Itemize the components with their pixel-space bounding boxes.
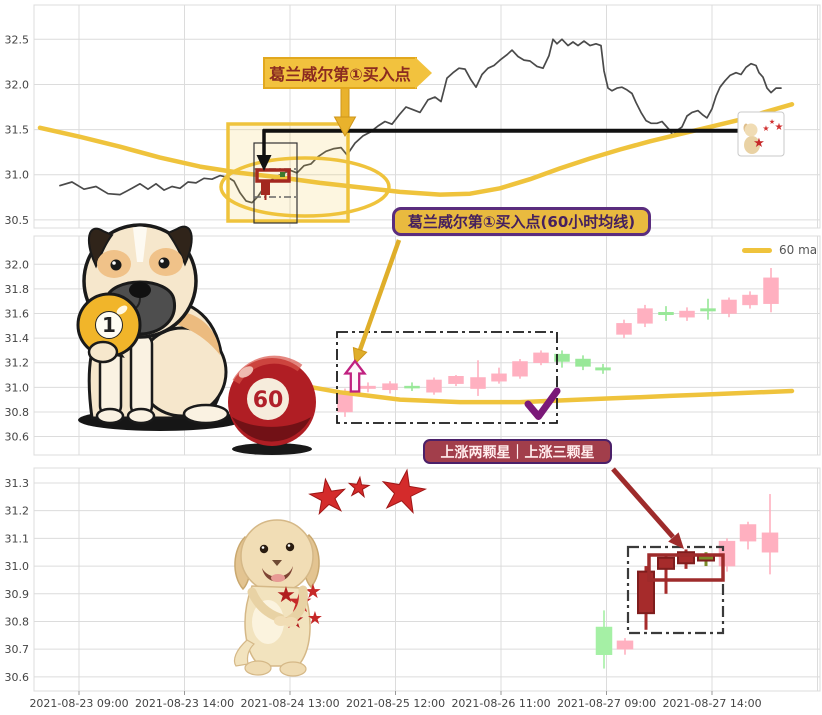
star-icon: ★	[373, 455, 434, 528]
svg-text:2021-08-27 14:00: 2021-08-27 14:00	[662, 697, 761, 710]
svg-text:30.6: 30.6	[5, 671, 30, 684]
floating-stars-sticker: ★ ★ ★	[303, 455, 434, 529]
ball-60-number: 60	[253, 388, 284, 413]
puppy-with-stars-sticker: ★ ★ ★ ★ ★	[233, 519, 323, 677]
svg-text:2021-08-24 13:00: 2021-08-24 13:00	[240, 697, 339, 710]
red-highlight-rect	[647, 553, 725, 582]
svg-text:31.0: 31.0	[5, 169, 30, 182]
granville-highlight-group	[219, 87, 745, 224]
highlight-ellipse	[219, 156, 391, 218]
dog-with-ball-sticker: 1	[76, 223, 242, 431]
svg-text:31.1: 31.1	[5, 532, 30, 545]
svg-text:31.8: 31.8	[5, 283, 30, 296]
svg-text:★: ★	[276, 583, 296, 608]
star-icon: ★	[769, 118, 775, 126]
annotation-granville-buy1-label: 葛兰威尔第①买入点	[269, 65, 411, 84]
red-diagonal-arrow	[611, 467, 675, 539]
hollow-up-arrow-icon	[343, 359, 367, 393]
svg-text:30.6: 30.6	[5, 431, 30, 444]
svg-text:2021-08-26 11:00: 2021-08-26 11:00	[451, 697, 550, 710]
buy-point-overlay-group	[336, 239, 561, 424]
billiard-ball-60-sticker: 60	[228, 355, 316, 455]
rising-stars-overlay-group	[611, 467, 725, 635]
svg-text:2021-08-27 09:00: 2021-08-27 09:00	[557, 697, 656, 710]
svg-text:30.5: 30.5	[5, 214, 30, 227]
svg-text:30.8: 30.8	[5, 406, 30, 419]
star-icon: ★	[304, 467, 352, 526]
legend-swatch-icon	[742, 247, 772, 253]
inner-box	[253, 142, 298, 224]
star-icon: ★	[346, 472, 372, 504]
yellow-arrowhead-icon	[352, 346, 368, 366]
dashdot-box	[336, 331, 558, 424]
svg-text:30.7: 30.7	[5, 643, 30, 656]
legend-label: 60 ma	[779, 243, 818, 257]
svg-text:31.2: 31.2	[5, 505, 30, 518]
svg-text:★: ★	[307, 608, 323, 629]
svg-text:31.3: 31.3	[5, 477, 30, 490]
svg-text:31.4: 31.4	[5, 332, 30, 345]
highlight-box	[226, 122, 350, 223]
svg-text:32.0: 32.0	[5, 258, 30, 271]
hand-drawn-candles-icon	[255, 168, 291, 200]
svg-text:31.0: 31.0	[5, 381, 30, 394]
star-icon: ★	[753, 136, 765, 151]
dog-stars-thumbnail: ★ ★ ★ ★	[737, 111, 785, 157]
svg-text:31.2: 31.2	[5, 357, 30, 370]
svg-text:31.6: 31.6	[5, 308, 30, 321]
svg-text:30.8: 30.8	[5, 615, 30, 628]
annotation-granville-buy1: 葛兰威尔第①买入点	[263, 57, 432, 89]
legend-60ma: 60 ma	[742, 243, 817, 257]
yellow-down-arrow-icon	[333, 116, 357, 138]
svg-text:32.5: 32.5	[5, 33, 30, 46]
svg-text:2021-08-25 12:00: 2021-08-25 12:00	[346, 697, 445, 710]
svg-text:32.0: 32.0	[5, 78, 30, 91]
dashdot-box	[626, 545, 725, 635]
annotation-granville-60ma: 葛兰威尔第①买入点(60小时均线)	[392, 207, 651, 236]
svg-text:31.0: 31.0	[5, 560, 30, 573]
svg-text:2021-08-23 09:00: 2021-08-23 09:00	[29, 697, 128, 710]
star-icon: ★	[762, 124, 769, 133]
svg-text:★: ★	[304, 579, 322, 603]
svg-text:2021-08-23 14:00: 2021-08-23 14:00	[135, 697, 234, 710]
ball-1-number: 1	[102, 313, 116, 337]
svg-text:30.9: 30.9	[5, 588, 30, 601]
check-mark-icon	[524, 387, 561, 420]
black-elbow-arrow	[262, 129, 745, 157]
yellow-arrow-shaft	[340, 87, 350, 119]
black-arrowhead-icon	[256, 155, 272, 171]
yellow-diagonal-arrow	[357, 239, 402, 351]
red-arrowhead-icon	[668, 532, 684, 549]
svg-text:31.5: 31.5	[5, 124, 30, 137]
star-icon: ★	[775, 122, 784, 133]
annotation-rising-stars: 上涨两颗星｜上涨三颗星	[423, 439, 612, 464]
